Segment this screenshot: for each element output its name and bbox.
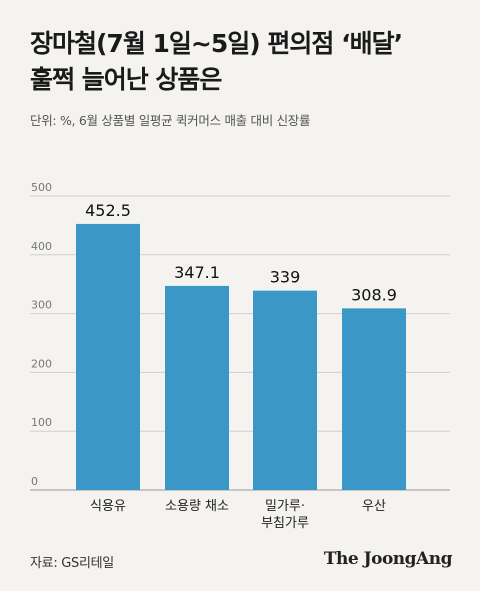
y-tick-label-200: 200 <box>31 357 52 370</box>
chart-title: 장마철(7월 1일~5일) 편의점 ‘배달’ 훌쩍 늘어난 상품은 <box>30 26 460 98</box>
title-line-2: 훌쩍 늘어난 상품은 <box>30 65 222 94</box>
bar-3 <box>342 308 406 490</box>
category-label-0: 식용유 <box>90 499 126 514</box>
category-label-2-line-0: 밀가루· <box>265 499 305 514</box>
bar-1 <box>165 285 229 490</box>
bar-2 <box>253 290 317 490</box>
y-tick-label-0: 0 <box>31 475 38 488</box>
data-label-3: 308.9 <box>351 285 397 304</box>
y-tick-label-500: 500 <box>31 181 52 194</box>
category-label-1: 소용량 채소 <box>165 499 229 514</box>
title-line-1: 장마철(7월 1일~5일) 편의점 ‘배달’ <box>30 29 403 58</box>
source-note: 자료: GS리테일 <box>30 556 114 571</box>
data-label-2: 339 <box>270 268 301 287</box>
unit-note: 단위: %, 6월 상품별 일평균 퀵커머스 매출 대비 신장률 <box>30 113 311 128</box>
publisher-logo: The JoongAng <box>323 549 453 569</box>
bar-0 <box>76 223 140 490</box>
data-label-1: 347.1 <box>174 263 220 282</box>
category-label-2-line-1: 부침가루 <box>261 516 309 531</box>
y-tick-label-100: 100 <box>31 416 52 429</box>
data-label-0: 452.5 <box>85 201 131 220</box>
y-tick-label-400: 400 <box>31 240 52 253</box>
category-label-3: 우산 <box>362 499 386 514</box>
y-tick-label-300: 300 <box>31 299 52 312</box>
